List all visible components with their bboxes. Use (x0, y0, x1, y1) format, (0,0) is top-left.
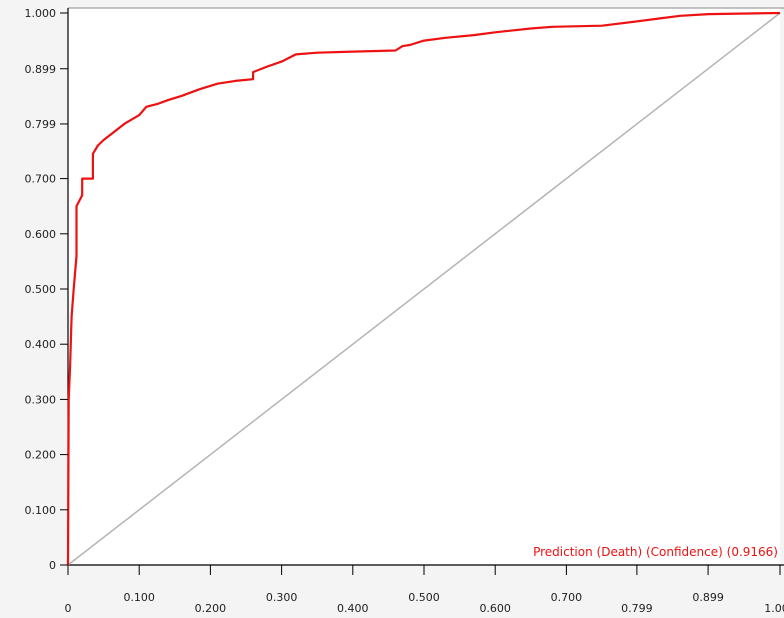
y-tick-label-4: 0.400 (25, 338, 57, 351)
y-tick-label-6: 0.600 (25, 228, 57, 241)
y-tick-label-0: 0 (49, 559, 56, 572)
x-tick-label-3: 0.300 (266, 591, 298, 604)
x-tick-label-4: 0.400 (337, 602, 369, 615)
series-label: Prediction (Death) (Confidence) (0.9166) (533, 545, 778, 559)
x-tick-label-8: 0.799 (621, 602, 653, 615)
reference-diagonal-line (67, 12, 781, 566)
y-tick-label-3: 0.300 (25, 393, 57, 406)
y-tick-label-1: 0.100 (25, 504, 57, 517)
x-tick-label-1: 0.100 (123, 591, 155, 604)
y-tick-label-2: 0.200 (25, 449, 57, 462)
x-tick-label-2: 0.200 (195, 602, 227, 615)
x-tick-label-6: 0.600 (479, 602, 511, 615)
x-tick-label-9: 0.899 (692, 591, 724, 604)
y-tick-label-8: 0.799 (25, 118, 57, 131)
y-axis-ticks: 0 0.100 0.200 0.300 0.400 0.500 0.600 0.700 0.79… (25, 7, 68, 572)
y-tick-label-7: 0.700 (25, 173, 57, 186)
y-tick-label-9: 0.899 (25, 63, 57, 76)
x-tick-label-10: 1.000 (764, 602, 784, 615)
x-axis-ticks: 0 0.100 0.200 0.300 0.400 0.500 0.600 0.700 0.79… (65, 565, 784, 615)
x-tick-label-5: 0.500 (408, 591, 440, 604)
y-tick-label-10: 1.000 (25, 7, 57, 20)
x-tick-label-7: 0.700 (551, 591, 583, 604)
plot-area (68, 8, 780, 564)
x-tick-label-0: 0 (65, 602, 72, 615)
series-layer (66, 11, 781, 566)
reference-layer (67, 12, 781, 566)
y-tick-label-5: 0.500 (25, 283, 57, 296)
series-line-0 (66, 11, 781, 566)
